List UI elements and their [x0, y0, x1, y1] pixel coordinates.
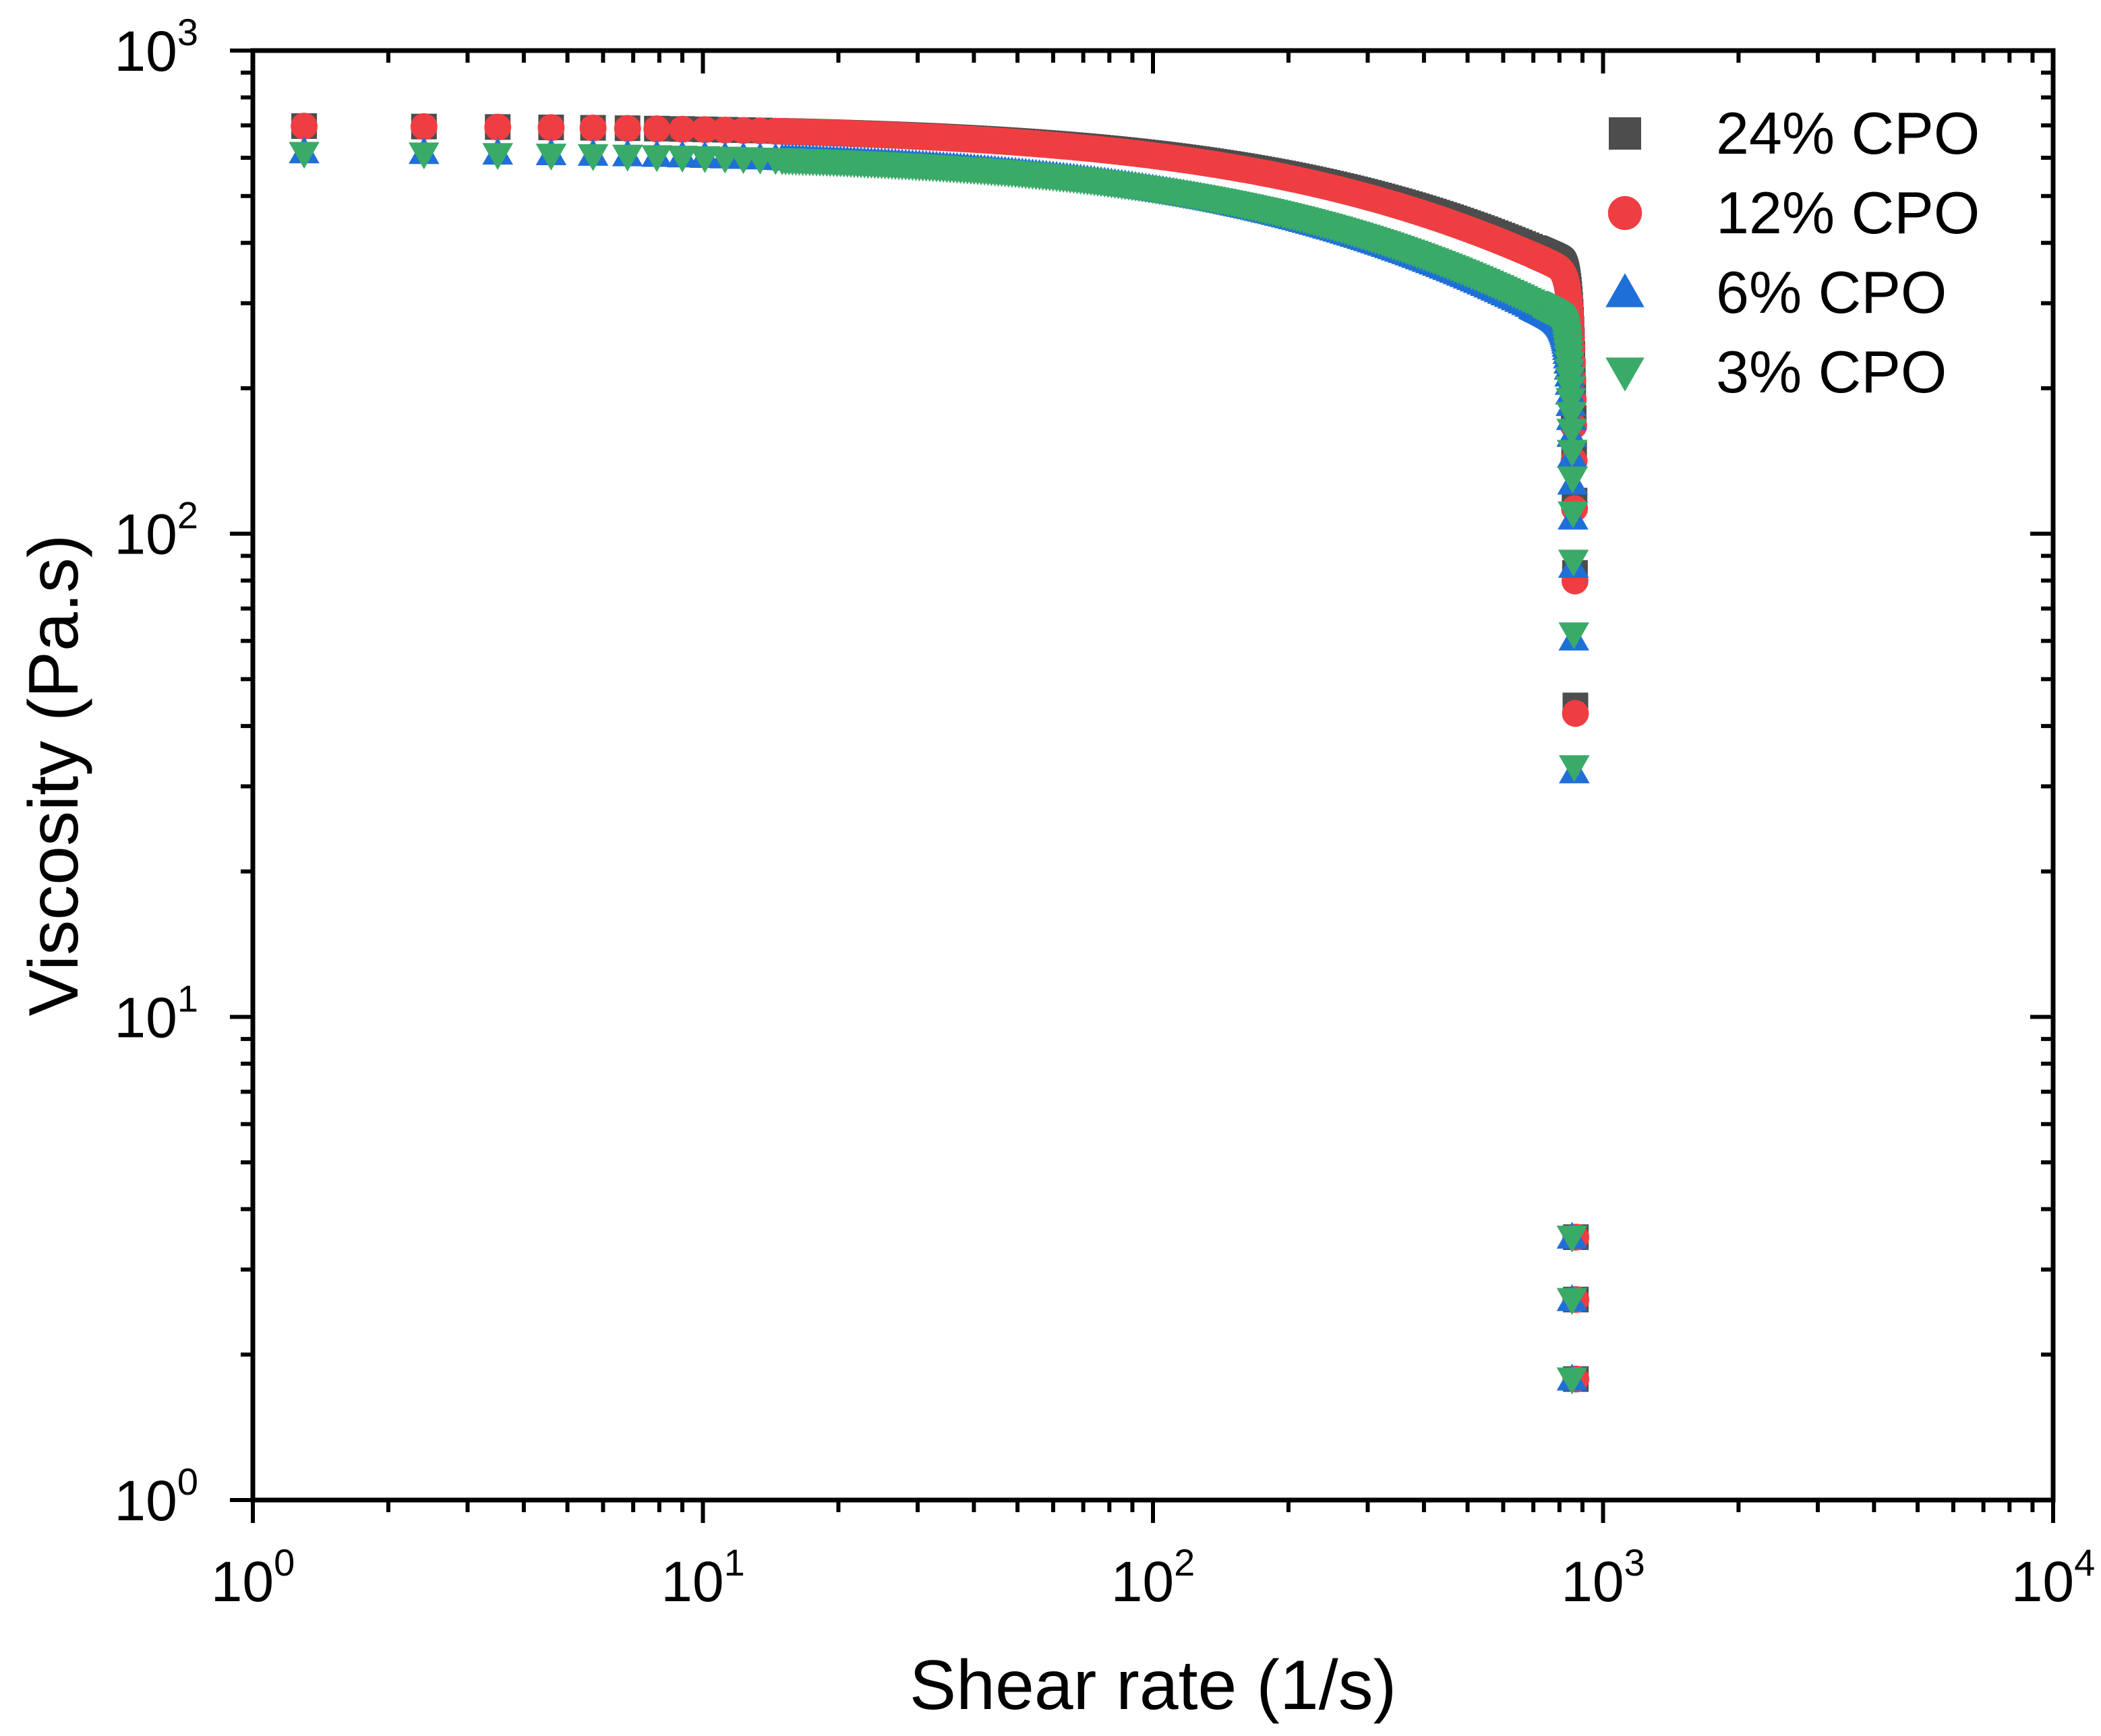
legend-marker: [1605, 357, 1645, 392]
series-3cpo: [289, 142, 1590, 1395]
data-point: [484, 113, 512, 141]
data-point: [1556, 440, 1588, 467]
data-point: [1556, 1367, 1588, 1395]
data-point: [612, 144, 643, 172]
legend-item: 24% CPO: [1609, 100, 1980, 167]
legend-item: 3% CPO: [1605, 338, 1947, 405]
legend-label: 3% CPO: [1716, 338, 1947, 405]
data-point: [579, 114, 607, 142]
data-point: [641, 145, 672, 173]
data-point: [669, 115, 696, 143]
data-series: [289, 113, 1590, 1395]
data-point: [643, 115, 671, 143]
x-tick-label: 101: [661, 1541, 745, 1613]
data-point: [535, 144, 567, 171]
legend-marker: [1609, 117, 1641, 150]
y-axis-title: Viscosity (Pa.s): [15, 535, 93, 1017]
data-point: [410, 113, 438, 140]
data-point: [691, 116, 719, 144]
data-point: [614, 115, 641, 142]
x-tick-label: 103: [1561, 1541, 1645, 1613]
legend-item: 12% CPO: [1607, 179, 1980, 246]
data-point: [1556, 1225, 1588, 1253]
data-point: [289, 142, 320, 169]
legend-marker: [1607, 196, 1643, 231]
legend: 24% CPO 12% CPO 6% CPO 3% CPO: [1605, 100, 1980, 405]
data-point: [537, 114, 565, 142]
data-point: [482, 143, 513, 171]
legend-label: 6% CPO: [1716, 259, 1947, 326]
data-point: [408, 142, 440, 170]
data-point: [1556, 388, 1587, 415]
data-point: [1558, 501, 1589, 529]
legend-label: 24% CPO: [1716, 100, 1980, 167]
data-point: [577, 144, 609, 171]
plot-frame: [250, 48, 2056, 1503]
data-point: [1556, 419, 1587, 446]
data-point: [1562, 700, 1589, 727]
data-point: [667, 146, 698, 173]
data-point: [689, 146, 721, 173]
x-axis-title: Shear rate (1/s): [910, 1646, 1397, 1725]
legend-marker: [1605, 273, 1645, 307]
data-point: [1556, 1288, 1588, 1315]
data-point: [1556, 402, 1587, 429]
data-point: [1558, 549, 1589, 577]
data-point: [291, 113, 318, 140]
legend-label: 12% CPO: [1716, 179, 1980, 246]
data-point: [1558, 622, 1590, 650]
data-point: [1557, 466, 1589, 493]
data-point: [1559, 755, 1590, 783]
series-12cpo: [291, 113, 1590, 1393]
y-tick-label: 101: [114, 977, 198, 1049]
legend-item: 6% CPO: [1605, 259, 1947, 326]
